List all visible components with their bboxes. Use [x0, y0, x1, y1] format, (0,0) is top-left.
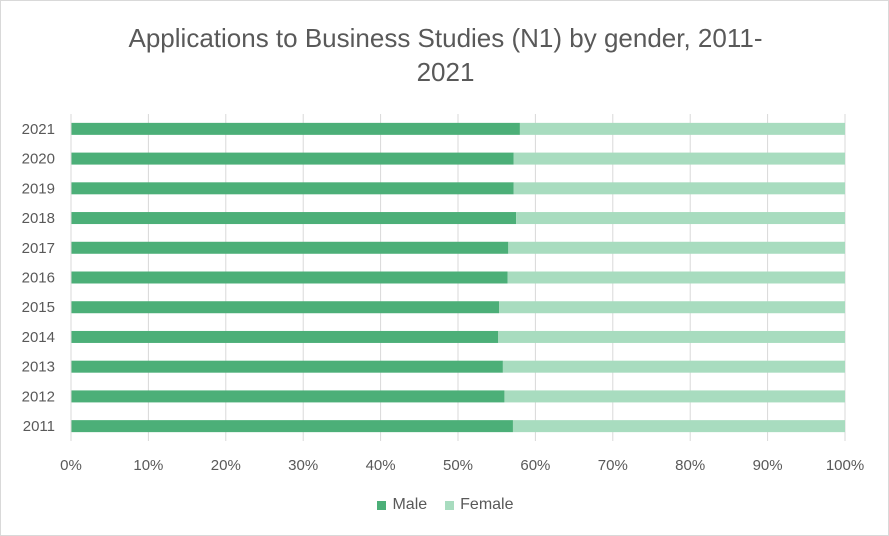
legend-swatch-female [445, 500, 455, 510]
bar-male-2021 [71, 122, 520, 135]
bar-female-2017 [508, 241, 845, 254]
x-tick-label: 100% [826, 457, 864, 474]
y-tick-label: 2012 [22, 388, 55, 405]
x-tick-label: 30% [288, 457, 318, 474]
legend-swatch-male [377, 500, 387, 510]
bar-female-2021 [519, 122, 845, 135]
x-tick-label: 70% [598, 457, 628, 474]
bar-female-2013 [502, 360, 845, 373]
x-tick-label: 10% [133, 457, 163, 474]
bar-female-2020 [513, 152, 845, 165]
x-tick-label: 90% [753, 457, 783, 474]
y-tick-label: 2019 [22, 180, 55, 197]
bar-male-2011 [71, 420, 513, 433]
bar-female-2016 [507, 271, 845, 284]
bar-female-2019 [513, 182, 845, 195]
chart-title: Applications to Business Studies (N1) by… [1, 21, 889, 89]
bar-female-2011 [512, 420, 845, 433]
y-tick-label: 2016 [22, 270, 55, 287]
bar-male-2017 [71, 241, 509, 254]
legend: Male Female [1, 496, 889, 514]
bar-male-2015 [71, 301, 500, 314]
y-tick-label: 2017 [22, 240, 55, 257]
legend-item-female: Female [445, 496, 514, 514]
y-tick-label: 2013 [22, 359, 55, 376]
bar-female-2018 [516, 212, 845, 225]
bar-male-2018 [71, 212, 517, 225]
y-tick-label: 2015 [22, 299, 55, 316]
chart-title-text: Applications to Business Studies (N1) by… [128, 23, 763, 87]
y-tick-label: 2011 [23, 418, 55, 435]
y-tick-label: 2021 [22, 121, 55, 138]
legend-label-female: Female [460, 496, 514, 513]
x-tick-label: 20% [211, 457, 241, 474]
bar-male-2013 [71, 360, 503, 373]
bar-male-2012 [71, 390, 505, 403]
bar-male-2019 [71, 182, 514, 195]
y-tick-label: 2014 [22, 329, 55, 346]
legend-item-male: Male [377, 496, 427, 514]
x-tick-label: 60% [520, 457, 550, 474]
y-tick-label: 2018 [22, 210, 55, 227]
legend-label-male: Male [392, 496, 428, 513]
x-tick-label: 0% [60, 457, 82, 474]
x-tick-label: 80% [675, 457, 705, 474]
x-tick-label: 40% [366, 457, 396, 474]
x-tick-label: 50% [443, 457, 473, 474]
bar-male-2016 [71, 271, 508, 284]
y-tick-label: 2020 [22, 151, 55, 168]
bar-male-2020 [71, 152, 514, 165]
bar-female-2014 [498, 330, 845, 343]
bar-male-2014 [71, 330, 499, 343]
bar-female-2012 [504, 390, 845, 403]
bar-female-2015 [499, 301, 845, 314]
